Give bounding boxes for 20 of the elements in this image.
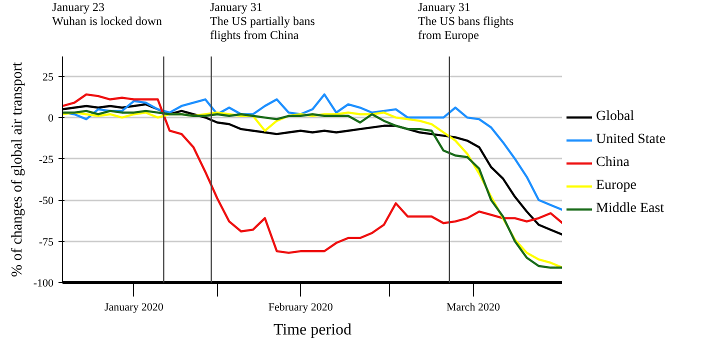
- line-series: [62, 93, 562, 254]
- y-tick-label: 25: [42, 71, 54, 84]
- x-axis-title: Time period: [273, 322, 352, 338]
- x-tick-label: January 2020: [104, 302, 164, 314]
- x-tick-label: February 2020: [268, 302, 334, 314]
- x-tick-label: March 2020: [446, 302, 500, 314]
- legend-label: Global: [596, 109, 634, 125]
- ref-line-label: January 23 Wuhan is locked down: [52, 0, 162, 28]
- legend-label: Europe: [596, 178, 636, 194]
- legend-label: China: [596, 155, 630, 171]
- y-tick-label: -75: [38, 236, 54, 248]
- y-tick-label: 0: [48, 112, 54, 125]
- y-tick-label: -50: [38, 195, 54, 208]
- y-tick-label: -100: [33, 278, 54, 290]
- y-tick-label: -25: [38, 154, 54, 166]
- legend-label: United State: [596, 132, 666, 148]
- y-axis-title: % of changes of global air transport: [9, 61, 26, 277]
- ref-line-label: January 31 The US partially bans flights from China: [210, 0, 315, 42]
- legend-label: Middle East: [596, 201, 664, 217]
- ref-line-label: January 31 The US bans flights from Europe: [418, 0, 514, 42]
